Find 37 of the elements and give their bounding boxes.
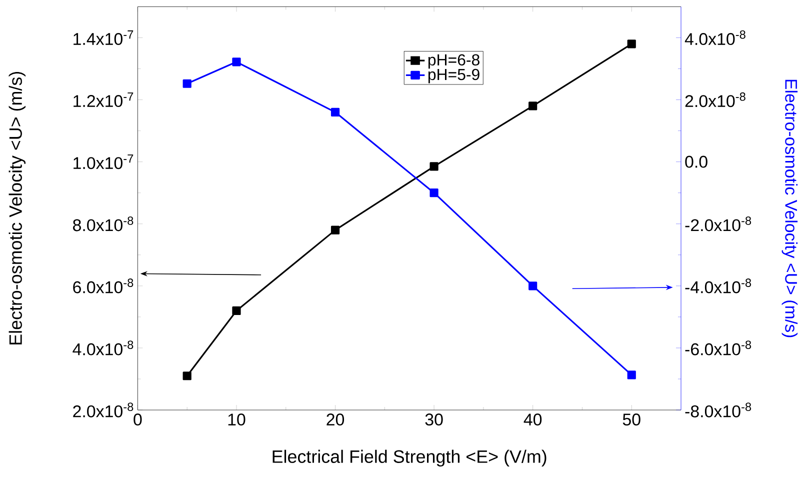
y-tick-label: 1.2x10$^{-7}$ [74,92,134,108]
y-tick-label: 1.4x10$^{-7}$ [74,30,134,46]
y-tick-label: 6.0x10$^{-8}$ [73,278,134,294]
x-tick-label: 10 [228,414,246,426]
y-axis-title: Electro-osmotic Velocity <U> (m/s) [8,72,26,344]
y2-axis-title: Electro-osmotic Velocity <U> (m/s) [782,80,798,338]
y2-tick-label: 2.0x10$^{-8}$ [685,92,746,108]
point [232,306,241,316]
y-tick-label: 8.0x10$^{-8}$ [73,216,134,232]
y2-tick-label: -2.0x10$^{-8}$ [685,216,752,232]
y2-tick-label: -8.0x10$^{-8}$ [685,402,752,418]
point [528,282,538,290]
point [627,40,636,48]
x-tick-label: 0 [134,414,142,426]
point [430,162,438,171]
legend-label: pH=6-8 [428,54,480,69]
point [330,226,340,234]
x-tick-label: 30 [425,414,443,426]
point [627,370,636,380]
y-tick-label: 2.0x10$^{-8}$ [73,402,134,418]
y-tick-label: 1.0x10$^{-7}$ [74,154,134,170]
y2-tick-label: -4.0x10$^{-8}$ [685,278,752,294]
x-tick-label: 40 [524,414,542,426]
point [232,58,241,66]
y2-tick-label: 4.0x10$^{-8}$ [684,30,746,46]
legend-label: pH=5-9 [428,68,480,84]
point [528,102,538,110]
x-axis-title: Electrical Field Strength <E> (V/m) [272,450,546,467]
y-tick-label: 4.0x10$^{-8}$ [72,340,134,356]
y2-tick-label: 0.0 [685,156,708,168]
x-tick-label: 50 [622,414,640,426]
y2-tick-label: -6.0x10$^{-8}$ [685,340,752,356]
x-tick-label: 20 [326,414,344,426]
point [330,108,340,116]
point [182,79,192,88]
point [182,372,192,380]
point [430,188,438,198]
